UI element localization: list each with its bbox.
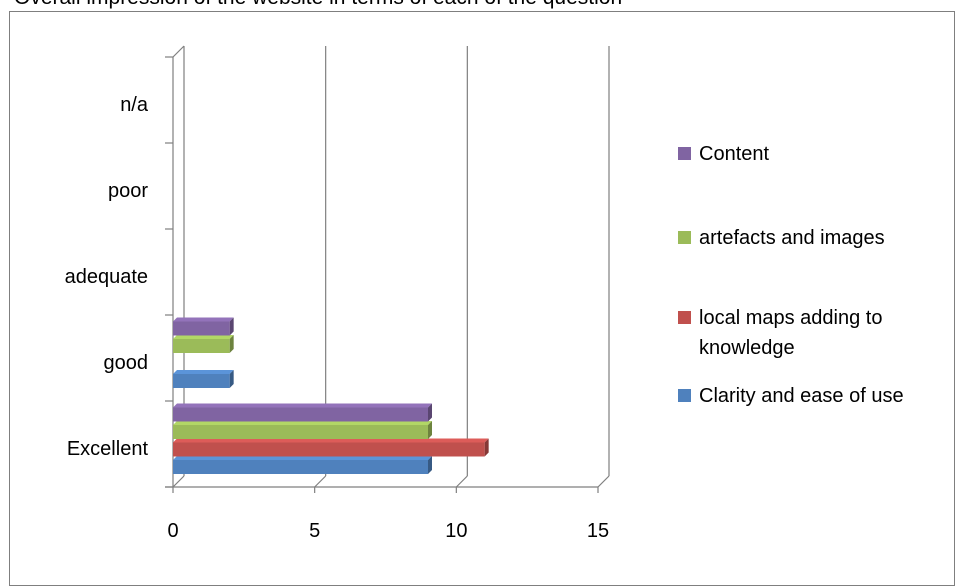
legend-item: local maps adding to knowledge bbox=[678, 307, 882, 359]
legend-item: artefacts and images bbox=[678, 227, 885, 249]
chart-bars bbox=[173, 317, 489, 474]
y-tick-label: poor bbox=[108, 180, 148, 202]
bar-top-face bbox=[173, 421, 432, 425]
legend-label: Content bbox=[699, 143, 769, 165]
x-tick-label: 10 bbox=[445, 520, 467, 542]
legend-item: Clarity and ease of use bbox=[678, 385, 904, 407]
bar-front-face bbox=[173, 321, 230, 336]
bar-top-face bbox=[173, 370, 234, 374]
bar bbox=[173, 403, 432, 422]
y-tick-label: n/a bbox=[120, 94, 149, 116]
x-axis-labels: 0 5 10 15 bbox=[167, 520, 609, 542]
legend-swatch bbox=[678, 147, 691, 160]
bar-side-face bbox=[428, 456, 432, 474]
legend-label: artefacts and images bbox=[699, 227, 885, 249]
bar-front-face bbox=[173, 374, 230, 388]
bar-front-face bbox=[173, 442, 485, 457]
legend-swatch bbox=[678, 389, 691, 402]
y-tick-label: adequate bbox=[65, 266, 148, 288]
bar-side-face bbox=[229, 370, 234, 388]
gridline-depth bbox=[455, 475, 468, 488]
y-tick-label: Excellent bbox=[67, 438, 149, 460]
bar bbox=[173, 370, 234, 388]
bar-side-face bbox=[428, 421, 432, 439]
bar-top-face bbox=[173, 438, 489, 443]
chart-walls bbox=[165, 45, 610, 493]
top-caption: Overall impression of the website in ter… bbox=[14, 0, 622, 10]
y-axis-labels: Excellent good adequate poor n/a bbox=[65, 94, 149, 460]
legend-label: Clarity and ease of use bbox=[699, 385, 904, 407]
bar-side-face bbox=[229, 335, 234, 353]
bar-front-face bbox=[173, 460, 428, 474]
bar-top-face bbox=[173, 403, 432, 408]
bar-side-face bbox=[229, 317, 234, 336]
legend: Content artefacts and images local maps ad… bbox=[678, 143, 904, 407]
bar-side-face bbox=[484, 438, 489, 457]
y-tick-label: good bbox=[104, 352, 149, 374]
bar-top-face bbox=[173, 317, 234, 322]
legend-item: Content bbox=[678, 143, 769, 165]
bar-side-face bbox=[428, 403, 432, 422]
bar bbox=[173, 335, 234, 353]
floor-depth bbox=[172, 475, 185, 488]
legend-swatch bbox=[678, 231, 691, 244]
x-tick-label: 5 bbox=[309, 520, 320, 542]
x-tick-label: 15 bbox=[587, 520, 609, 542]
legend-swatch bbox=[678, 311, 691, 324]
bar bbox=[173, 421, 432, 439]
legend-label: local maps adding to bbox=[699, 307, 882, 329]
bar-front-face bbox=[173, 425, 428, 439]
legend-label: knowledge bbox=[699, 337, 795, 359]
y-axis-top-depth bbox=[172, 45, 185, 58]
bar bbox=[173, 438, 489, 457]
x-tick-label: 0 bbox=[167, 520, 178, 542]
gridline-depth bbox=[597, 475, 610, 488]
bar-front-face bbox=[173, 339, 230, 353]
bar bbox=[173, 317, 234, 336]
bar-top-face bbox=[173, 456, 432, 460]
gridline-depth bbox=[314, 475, 327, 488]
bar-front-face bbox=[173, 407, 428, 422]
bar bbox=[173, 456, 432, 474]
bar-top-face bbox=[173, 335, 234, 339]
